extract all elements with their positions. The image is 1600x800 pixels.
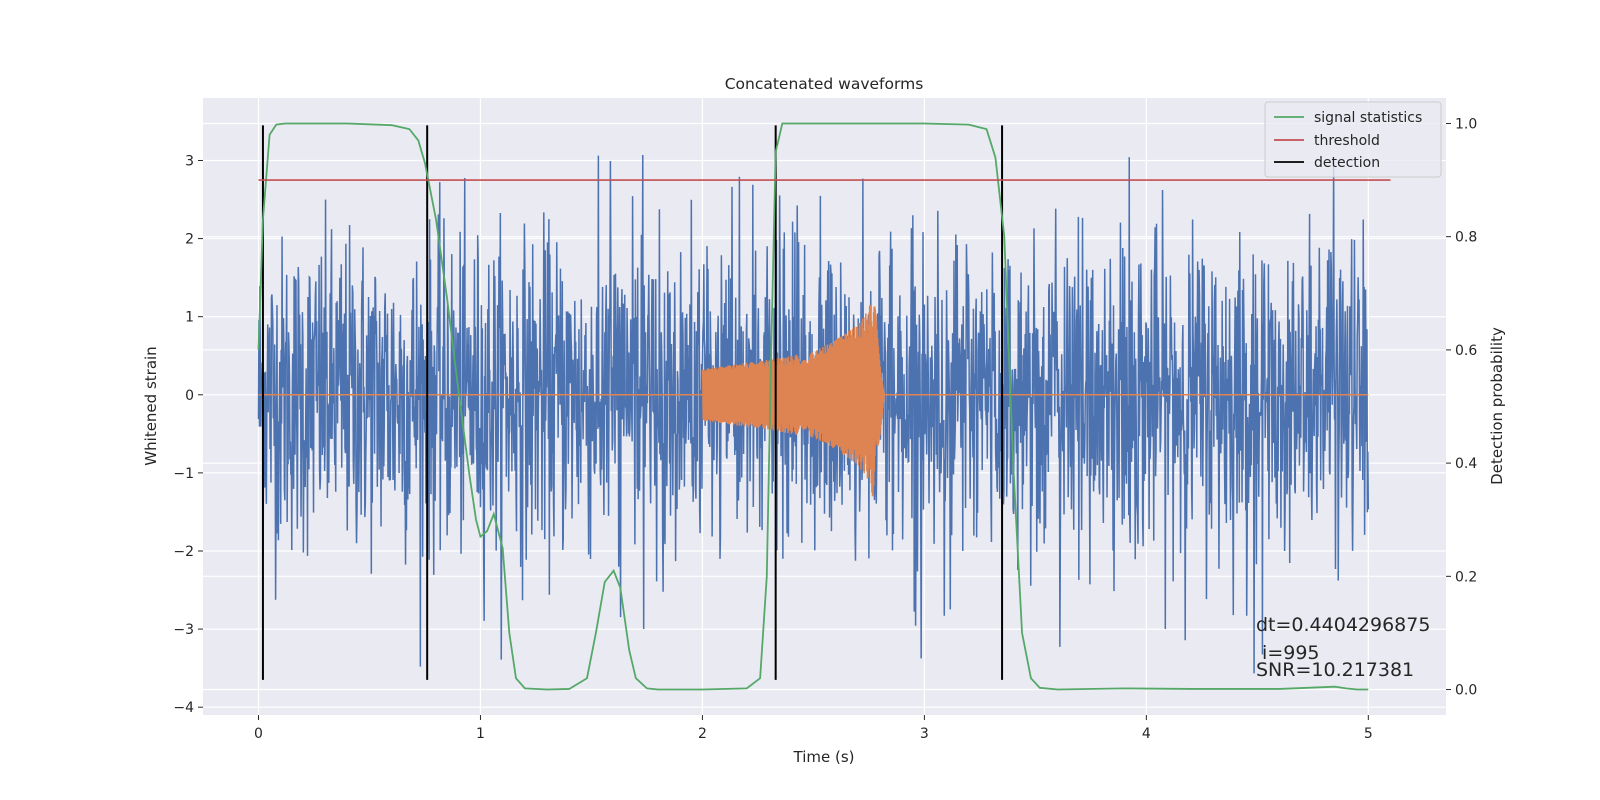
y-tick-label: −2 <box>173 544 194 560</box>
y-right-tick-label: 0.6 <box>1455 343 1477 359</box>
x-tick-label: 2 <box>698 726 707 742</box>
waveform-series-line <box>701 305 886 497</box>
x-axis-ticks: 0 1 2 3 4 5 <box>254 715 1373 742</box>
chart-title: Concatenated waveforms <box>725 75 924 93</box>
x-tick-label: 5 <box>1364 726 1373 742</box>
y-tick-label: 2 <box>185 232 194 248</box>
y-right-tick-label: 0.0 <box>1455 683 1477 699</box>
y-tick-label: −1 <box>173 466 194 482</box>
x-tick-label: 3 <box>920 726 929 742</box>
y-right-tick-label: 1.0 <box>1455 116 1477 132</box>
annotation-dt: dt=0.4404296875 <box>1256 614 1430 636</box>
y-axis-label: Whitened strain <box>142 346 160 465</box>
y-right-tick-label: 0.2 <box>1455 569 1477 585</box>
legend-label-threshold: threshold <box>1314 133 1380 149</box>
y-tick-label: −3 <box>173 622 194 638</box>
signal-statistics-line <box>257 122 1369 691</box>
y-axis-ticks: −4 −3 −2 −1 0 1 2 3 <box>173 153 203 716</box>
y-right-tick-label: 0.4 <box>1455 456 1477 472</box>
y-tick-label: 1 <box>185 310 194 326</box>
x-tick-label: 1 <box>476 726 485 742</box>
annotation-snr: SNR=10.217381 <box>1256 659 1414 681</box>
y-right-axis-ticks: 0.0 0.2 0.4 0.6 0.8 1.0 <box>1446 116 1477 699</box>
legend-box <box>1264 101 1442 178</box>
y-tick-label: 3 <box>185 153 194 169</box>
legend-label-detection: detection <box>1314 155 1380 171</box>
y-right-tick-label: 0.8 <box>1455 230 1477 246</box>
y-tick-label: 0 <box>185 388 194 404</box>
legend-label-signal-statistics: signal statistics <box>1314 110 1422 126</box>
x-tick-label: 4 <box>1142 726 1151 742</box>
y-tick-label: −4 <box>173 700 194 716</box>
noise-series-line <box>257 155 1370 674</box>
x-tick-label: 0 <box>254 726 263 742</box>
x-axis-label: Time (s) <box>793 748 855 766</box>
legend: signal statistics threshold detection <box>1264 101 1442 178</box>
annotation-index: i=995 <box>1256 642 1320 664</box>
y-right-axis-label: Detection probability <box>1488 327 1506 485</box>
